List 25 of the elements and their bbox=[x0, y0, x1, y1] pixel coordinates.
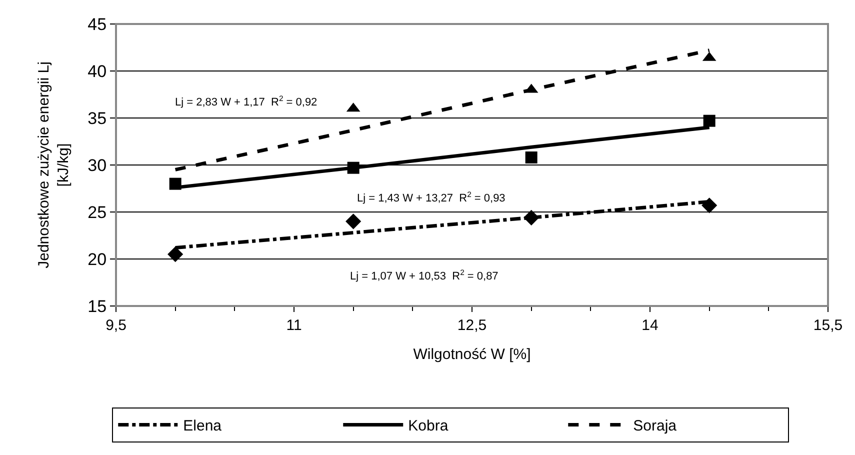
y-axis-title: Jednostkowe zużycie energii Lj [kJ/kg] bbox=[35, 62, 72, 268]
y-tick-label: 35 bbox=[88, 108, 107, 128]
y-tick-label: 40 bbox=[88, 62, 107, 81]
annotation: Lj = 2,83 W + 1,17 R$^{2}$ = 0,92 bbox=[175, 94, 318, 109]
y-tick-label: 25 bbox=[88, 202, 107, 222]
legend-label: Elena bbox=[183, 418, 222, 435]
legend-label: Soraja bbox=[633, 418, 678, 435]
legend-label: Kobra bbox=[408, 418, 449, 435]
y-tick-label: 15 bbox=[88, 296, 107, 316]
x-tick-label: 12,5 bbox=[457, 317, 487, 334]
y-tick-label: 20 bbox=[88, 250, 107, 269]
x-tick-label: 11 bbox=[286, 317, 302, 334]
y-tick-label: 30 bbox=[88, 156, 107, 175]
point bbox=[525, 151, 538, 164]
point bbox=[703, 114, 716, 127]
y-tick-label: 45 bbox=[88, 14, 107, 34]
x-tick-label: 9,5 bbox=[106, 317, 126, 334]
point bbox=[702, 198, 718, 214]
annotation: Lj = 1,07 W + 10,53 R$^{2}$ = 0,87 bbox=[350, 268, 498, 283]
x-axis-title: Wilgotność W [%] bbox=[413, 346, 531, 363]
x-tick-label: 15,5 bbox=[813, 317, 843, 334]
x-tick-label: 14 bbox=[642, 317, 658, 334]
annotation: Lj = 1,43 W + 13,27 R$^{2}$ = 0,93 bbox=[357, 190, 506, 205]
point bbox=[346, 214, 362, 230]
point bbox=[168, 246, 184, 262]
